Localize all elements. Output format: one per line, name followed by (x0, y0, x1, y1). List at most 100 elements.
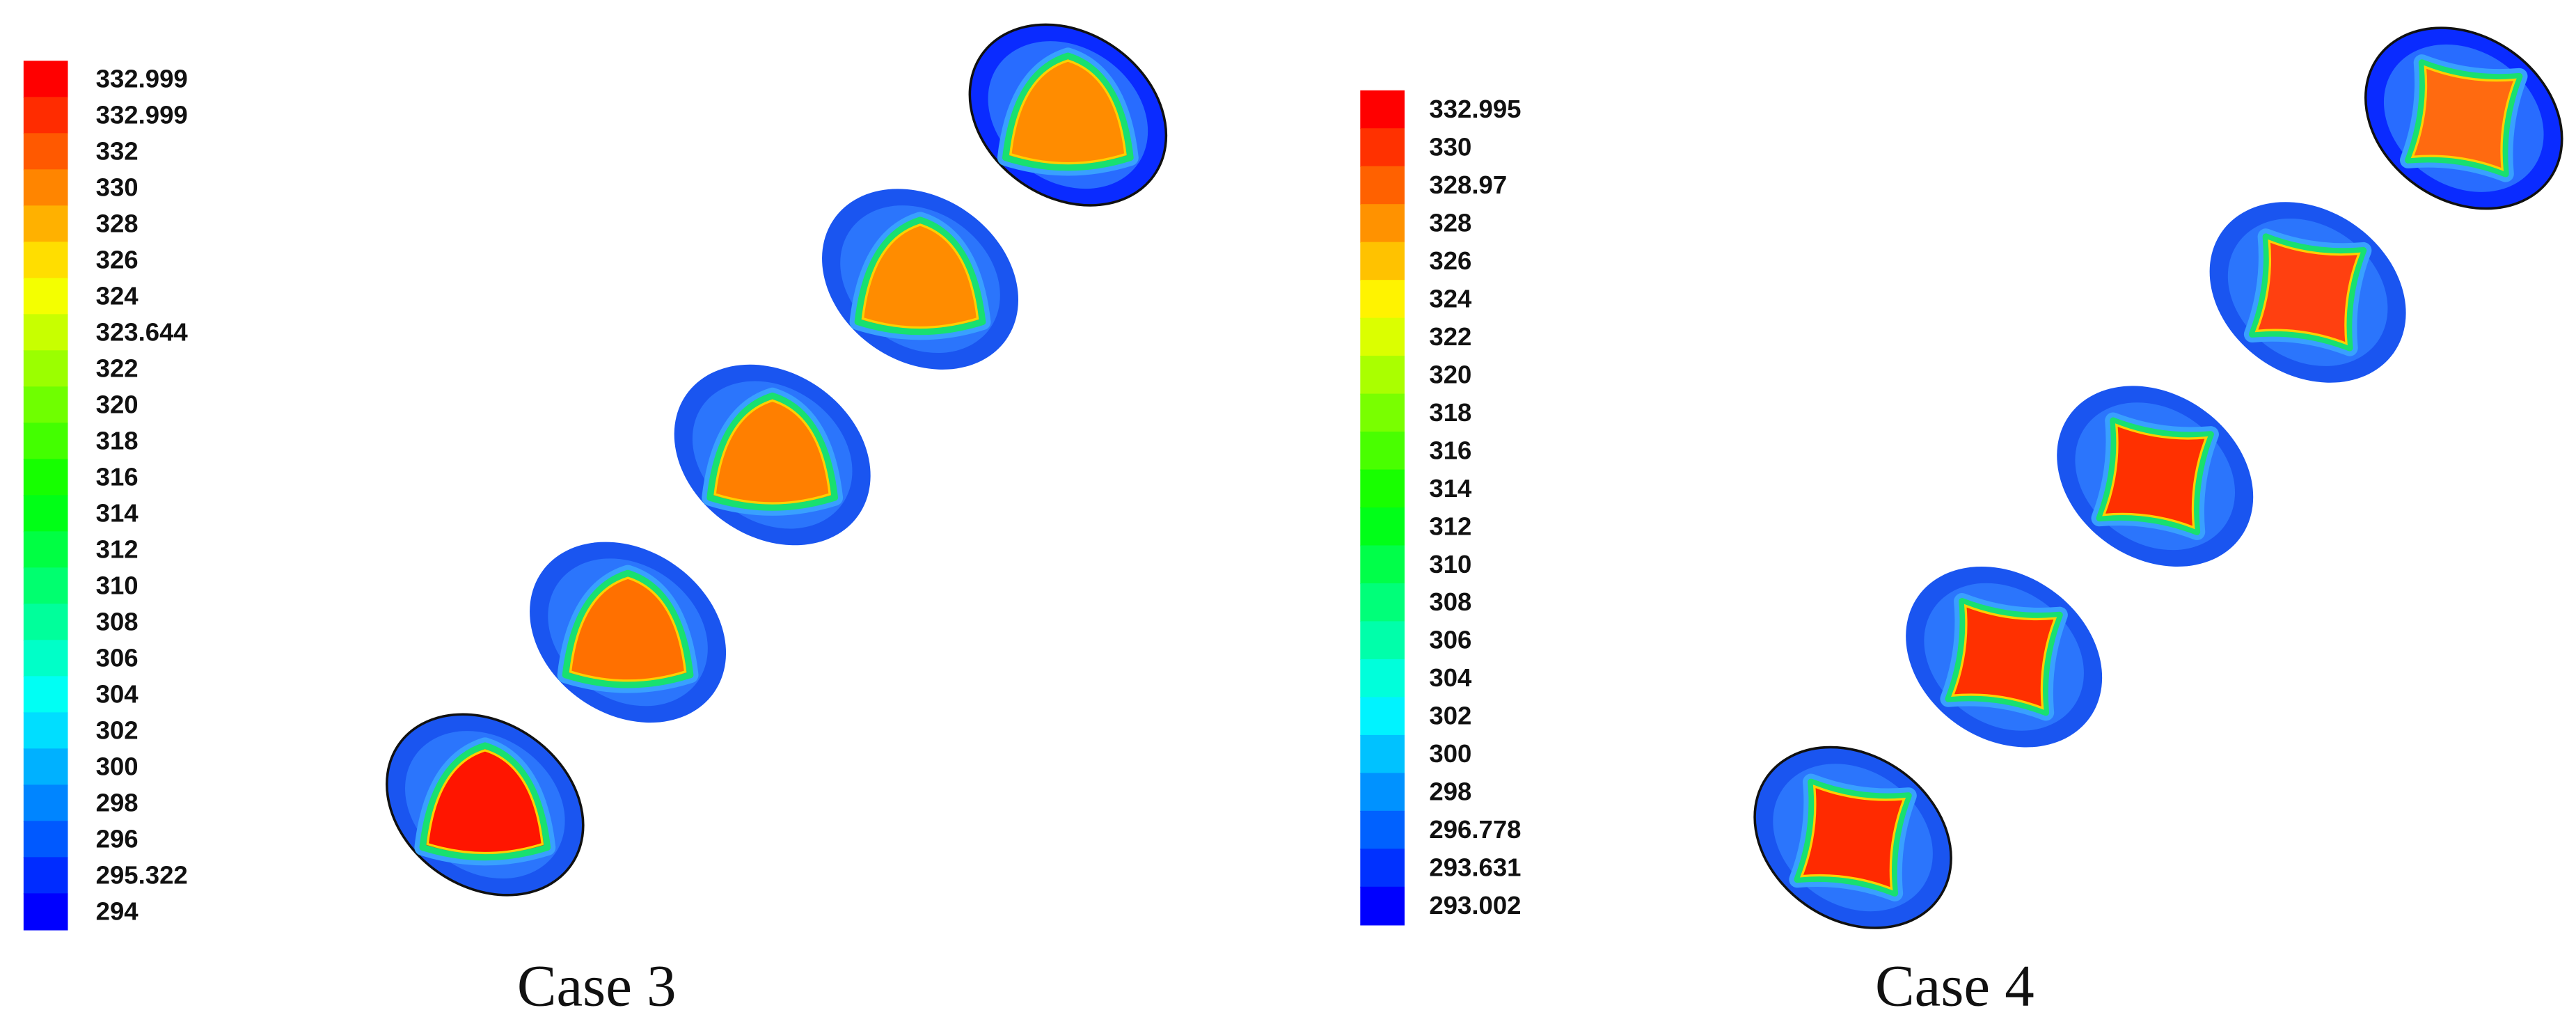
legend-label: 332.999 (96, 64, 188, 93)
colorbar-band (23, 748, 68, 786)
shape-group (2091, 412, 2219, 540)
colorbar-band (1360, 621, 1405, 661)
colorbar-band (1360, 356, 1405, 395)
core (713, 399, 831, 505)
cross-section (2209, 202, 2406, 383)
colorbar-band (23, 604, 68, 641)
colorbar-band (1360, 507, 1405, 546)
legend-label: 308 (1429, 588, 1471, 616)
colorbar-band (23, 133, 68, 171)
legend-label: 318 (96, 426, 139, 455)
legend-label: 328 (96, 209, 139, 237)
legend-label: 304 (1429, 663, 1472, 692)
colorbar-band (23, 386, 68, 424)
shape-group (2400, 54, 2528, 182)
legend-label: 322 (96, 354, 139, 382)
cross-section (968, 23, 1168, 207)
legend-label: 320 (1429, 360, 1471, 388)
legend-label: 328 (1429, 208, 1471, 237)
legend-label: 306 (96, 643, 139, 672)
colorbar-band (1360, 734, 1405, 774)
legend-label: 298 (96, 788, 139, 817)
legend-label: 314 (1429, 474, 1472, 503)
colorbar-band (1360, 583, 1405, 622)
legend-label: 314 (96, 498, 139, 527)
colorbar-band (23, 857, 68, 894)
colorbar-band (1360, 849, 1405, 888)
colorbar-band (1360, 280, 1405, 319)
legend-label: 320 (96, 390, 139, 418)
colorbar-band (23, 459, 68, 496)
colorbar-band (23, 242, 68, 279)
core (2410, 65, 2517, 171)
colorbar-band (23, 676, 68, 713)
colorbar-band (1360, 886, 1405, 926)
legend-label: 302 (96, 716, 139, 744)
shape-group (414, 737, 556, 866)
legend-label: 300 (96, 752, 139, 780)
colorbar-band (23, 821, 68, 858)
legend-label: 293.631 (1429, 853, 1521, 882)
colorbar-band (1360, 128, 1405, 167)
cross-section (674, 364, 871, 546)
shape-group (702, 387, 844, 516)
shape-group (2243, 228, 2372, 356)
legend-label: 316 (96, 462, 139, 491)
legend-label: 306 (1429, 626, 1471, 654)
legend-label: 326 (96, 245, 139, 274)
caption: Case 3 (517, 954, 677, 1019)
legend-label: 293.002 (1429, 891, 1521, 920)
legend-label: 295.322 (96, 860, 188, 889)
colorbar-band (1360, 773, 1405, 812)
shape-group (997, 47, 1139, 176)
shape-group (1789, 773, 1917, 901)
core (1009, 59, 1127, 165)
colorbar-band (1360, 204, 1405, 243)
legend-label: 332.995 (1429, 95, 1521, 123)
colorbar-band (23, 61, 68, 98)
legend-label: 318 (1429, 398, 1471, 427)
colorbar-band (23, 314, 68, 352)
core (2102, 423, 2208, 530)
cross-section (1753, 746, 1952, 929)
legend-label: 330 (1429, 132, 1471, 161)
colorbar-band (1360, 545, 1405, 585)
legend-label: 332 (96, 136, 139, 165)
colorbar-band (23, 531, 68, 569)
colorbar-band (1360, 432, 1405, 471)
core (2254, 239, 2361, 345)
colorbar-band (23, 278, 68, 315)
legend-label: 296 (96, 824, 139, 853)
core (569, 576, 687, 682)
colorbar-band (23, 893, 68, 931)
legend-label: 316 (1429, 436, 1471, 464)
legend-label: 300 (1429, 739, 1471, 768)
colorbar-band (1360, 166, 1405, 205)
legend-label: 328.97 (1429, 171, 1507, 199)
legend-label: 296.778 (1429, 815, 1521, 844)
colorbar-band (1360, 90, 1405, 129)
legend-label: 304 (96, 679, 139, 708)
colorbar-band (23, 423, 68, 460)
legend-label: 308 (96, 607, 139, 636)
legend-label: 322 (1429, 322, 1471, 351)
colorbar-band (1360, 469, 1405, 509)
legend-label: 326 (1429, 246, 1471, 275)
colorbar-band (1360, 393, 1405, 433)
shape-group (849, 212, 991, 340)
legend-label: 312 (1429, 512, 1471, 540)
legend-label: 298 (1429, 778, 1471, 806)
legend-label: 312 (96, 535, 139, 563)
core (1800, 784, 1906, 891)
legend-label: 294 (96, 897, 139, 925)
colorbar-band (23, 97, 68, 134)
caption: Case 4 (1875, 954, 2034, 1019)
colorbar-band (23, 169, 68, 207)
colorbar-band (1360, 697, 1405, 736)
colorbar-band (1360, 242, 1405, 281)
cross-section (1906, 566, 2103, 748)
cross-section (822, 189, 1019, 370)
legend-label: 310 (96, 571, 139, 599)
